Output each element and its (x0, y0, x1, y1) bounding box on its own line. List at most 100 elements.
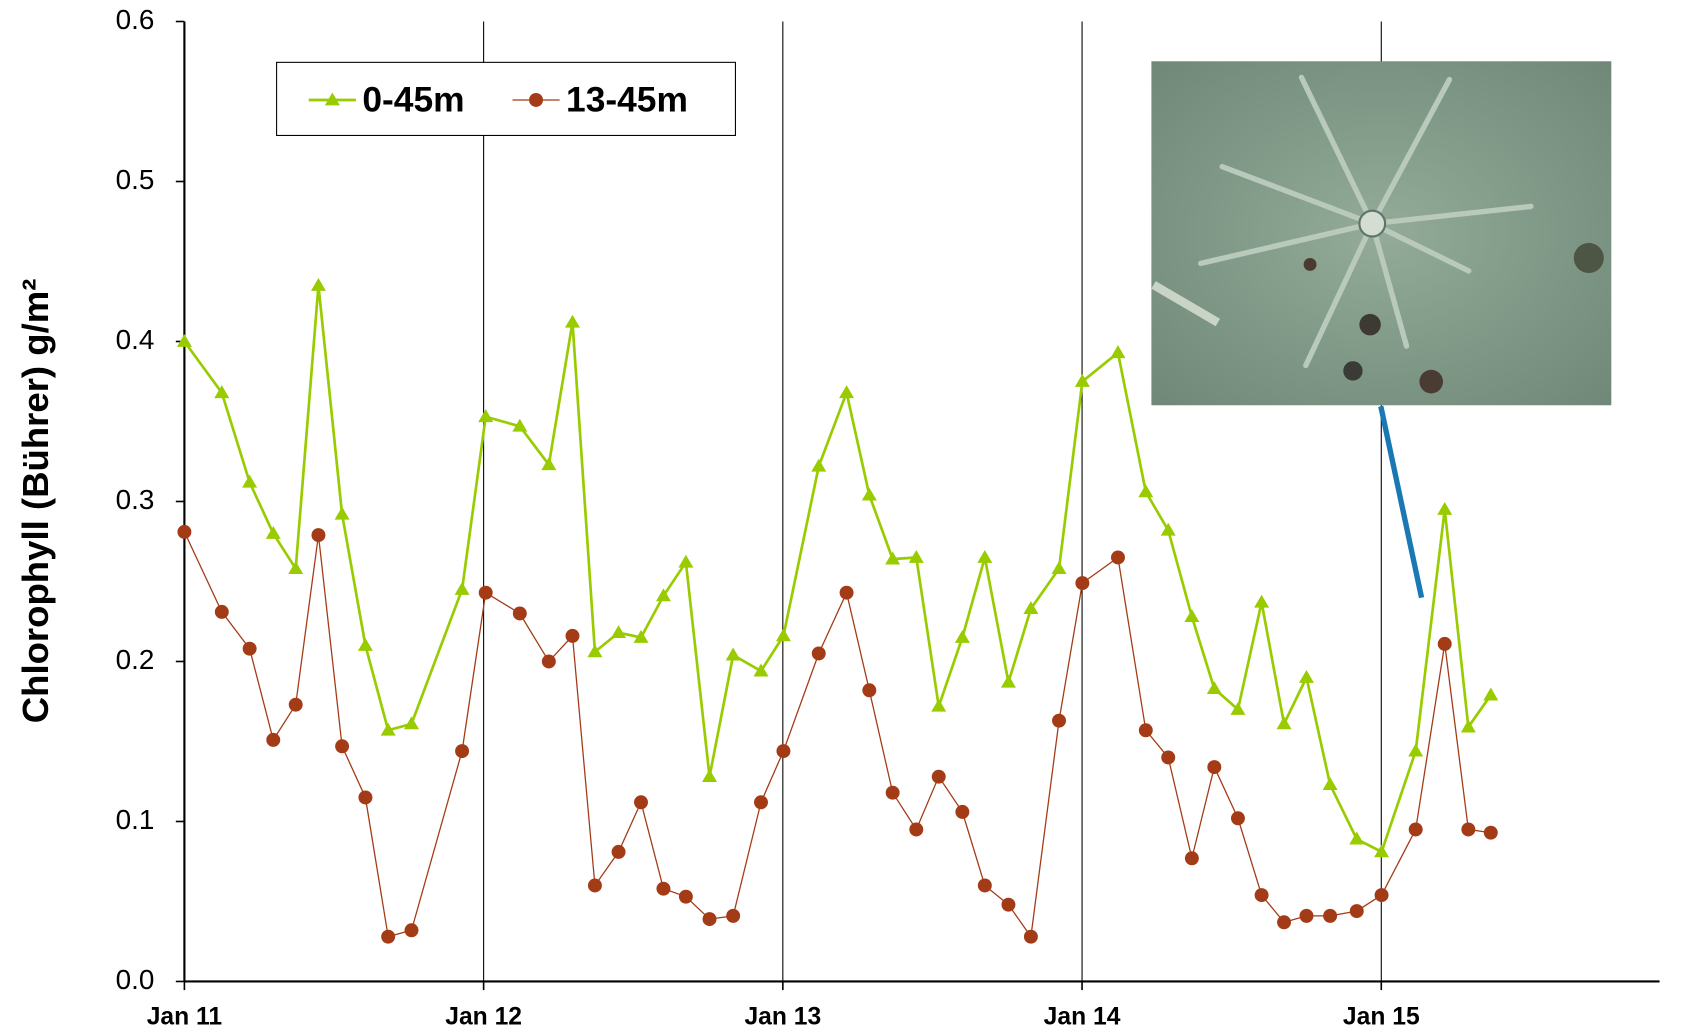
data-point (1254, 595, 1269, 608)
pointer-line (1381, 406, 1422, 597)
y-tick-label: 0.6 (116, 4, 155, 35)
data-point (513, 606, 527, 620)
data-point (215, 605, 229, 619)
data-point (862, 683, 876, 697)
x-tick-label: Jan 13 (744, 1004, 821, 1031)
data-point (1349, 832, 1364, 845)
x-tick-label: Jan 14 (1044, 1004, 1121, 1031)
data-point (588, 878, 602, 892)
data-point (1374, 844, 1389, 857)
data-point (978, 878, 992, 892)
data-point (977, 550, 992, 563)
data-point (243, 642, 257, 656)
data-point (1299, 670, 1314, 683)
data-point (311, 278, 326, 291)
data-point (776, 744, 790, 758)
data-point (909, 822, 923, 836)
diatom-center (1359, 211, 1385, 237)
page: {"chart_data": {"type": "line", "y_label… (0, 0, 1681, 1032)
data-point (1161, 750, 1175, 764)
data-point (1323, 777, 1338, 790)
data-point (404, 716, 419, 729)
data-point (1184, 609, 1199, 622)
data-point (932, 770, 946, 784)
data-point (1207, 681, 1222, 694)
data-point (754, 795, 768, 809)
data-point (311, 528, 325, 542)
data-point (1231, 811, 1245, 825)
data-point (266, 733, 280, 747)
debris (1574, 243, 1604, 273)
data-point (1161, 523, 1176, 536)
x-tick-label: Jan 12 (445, 1004, 522, 1031)
data-point (886, 786, 900, 800)
debris (1419, 370, 1443, 394)
data-point (1409, 822, 1423, 836)
data-point (909, 550, 924, 563)
data-point (1024, 930, 1038, 944)
data-point (288, 561, 303, 574)
data-point (1255, 888, 1269, 902)
data-point (358, 638, 373, 651)
chart: Chlorophyll (Bührer) g/m² 0.0 0.1 0.2 0.3 0.… (0, 0, 1681, 1032)
data-point (811, 459, 826, 472)
data-point (679, 890, 693, 904)
data-point (1461, 822, 1475, 836)
data-point (678, 555, 693, 568)
x-tick-label: Jan 15 (1343, 1004, 1420, 1031)
data-point (1139, 723, 1153, 737)
y-axis-label: Chlorophyll (Bührer) g/m² (15, 279, 56, 724)
data-point (1375, 888, 1389, 902)
data-point (1185, 851, 1199, 865)
data-point (656, 882, 670, 896)
data-point (776, 628, 791, 641)
data-point (177, 525, 191, 539)
data-point (1300, 909, 1314, 923)
data-point (1484, 826, 1498, 840)
data-point (839, 385, 854, 398)
data-point (381, 930, 395, 944)
data-point (565, 315, 580, 328)
y-tick-label: 0.2 (116, 644, 155, 675)
data-point (177, 334, 192, 347)
y-tick-label: 0.1 (116, 804, 155, 835)
data-point (335, 507, 350, 520)
y-tick-label: 0.3 (116, 484, 155, 515)
data-point (1323, 909, 1337, 923)
debris (1359, 314, 1380, 336)
data-point (955, 630, 970, 643)
data-point (542, 654, 556, 668)
data-point (931, 699, 946, 712)
data-point (611, 625, 626, 638)
data-point (1001, 898, 1015, 912)
y-tick-label: 0.5 (116, 164, 155, 195)
data-point (703, 912, 717, 926)
data-point (478, 409, 493, 422)
data-point (266, 526, 281, 539)
data-point (955, 805, 969, 819)
data-point (405, 923, 419, 937)
data-point (862, 488, 877, 501)
data-point (702, 769, 717, 782)
debris (1304, 258, 1317, 271)
data-point (1075, 576, 1089, 590)
data-point (1052, 714, 1066, 728)
data-point (1408, 744, 1423, 757)
data-point (753, 664, 768, 677)
data-point (1111, 550, 1125, 564)
x-tick-label: Jan 11 (147, 1004, 223, 1031)
data-point (1437, 502, 1452, 515)
legend-label: 13-45m (566, 79, 688, 119)
y-tick-label: 0.0 (116, 964, 155, 995)
data-point (634, 795, 648, 809)
data-point (1138, 484, 1153, 497)
data-point (726, 648, 741, 661)
data-point (455, 744, 469, 758)
data-point (455, 582, 470, 595)
data-point (242, 475, 257, 488)
data-point (812, 646, 826, 660)
data-point (1052, 561, 1067, 574)
legend-marker (529, 93, 543, 107)
legend-label: 0-45m (362, 79, 464, 119)
legend: 0-45m 13-45m (277, 62, 736, 135)
